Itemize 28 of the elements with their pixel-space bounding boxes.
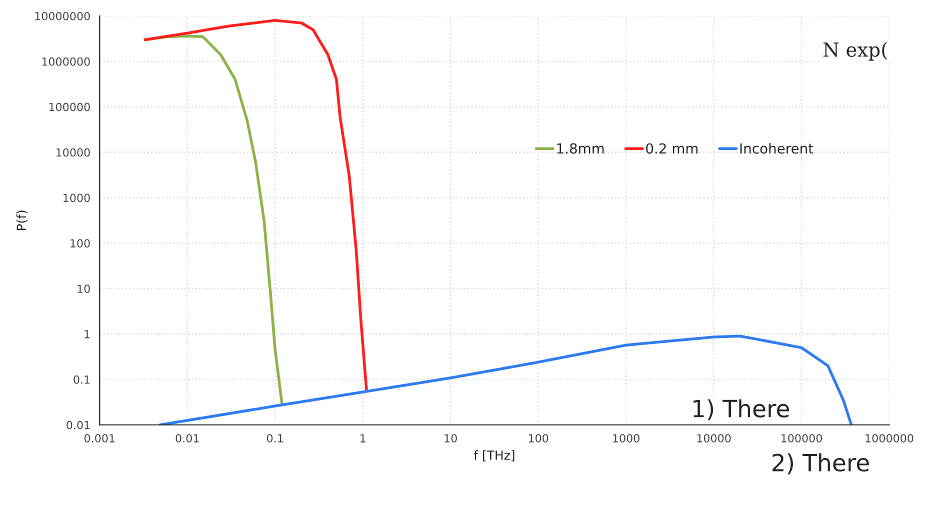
x-tick-label: 10 — [444, 434, 457, 443]
x-tick-label: 10000 — [697, 434, 731, 443]
x-axis-title: f [THz] — [474, 450, 514, 462]
y-tick-label: 0.01 — [66, 420, 90, 430]
x-tick-label: 0.1 — [267, 434, 283, 443]
annotation: N exp( — [823, 42, 887, 61]
x-tick-label: 0.01 — [176, 434, 199, 443]
x-tick-label: 1000 — [613, 434, 640, 443]
legend-label: Incoherent — [740, 142, 814, 154]
y-tick-label: 1000000 — [42, 57, 90, 66]
y-tick-label: 100000 — [49, 102, 90, 112]
x-tick-label: 100 — [528, 434, 548, 443]
y-tick-label: 10 — [78, 284, 90, 293]
x-tick-label: 100000 — [782, 434, 822, 443]
x-tick-label: 0.001 — [84, 434, 115, 443]
legend-label: 1.8mm — [557, 143, 604, 154]
y-tick-label: 1000 — [64, 194, 90, 202]
y-tick-label: 1 — [84, 330, 90, 338]
y-tick-label: 10000 — [56, 148, 90, 157]
y-tick-label: 100 — [70, 239, 90, 248]
y-axis-title: P(f) — [16, 210, 28, 230]
x-tick-label: 1000000 — [866, 434, 914, 443]
y-tick-label: 0.1 — [74, 375, 90, 384]
legend-label: 0.2 mm — [646, 143, 698, 154]
x-tick-label: 1 — [360, 434, 366, 442]
annotation: 1) There — [693, 399, 789, 420]
y-tick-label: 10000000 — [35, 12, 90, 20]
text: 2) There — [772, 453, 869, 474]
